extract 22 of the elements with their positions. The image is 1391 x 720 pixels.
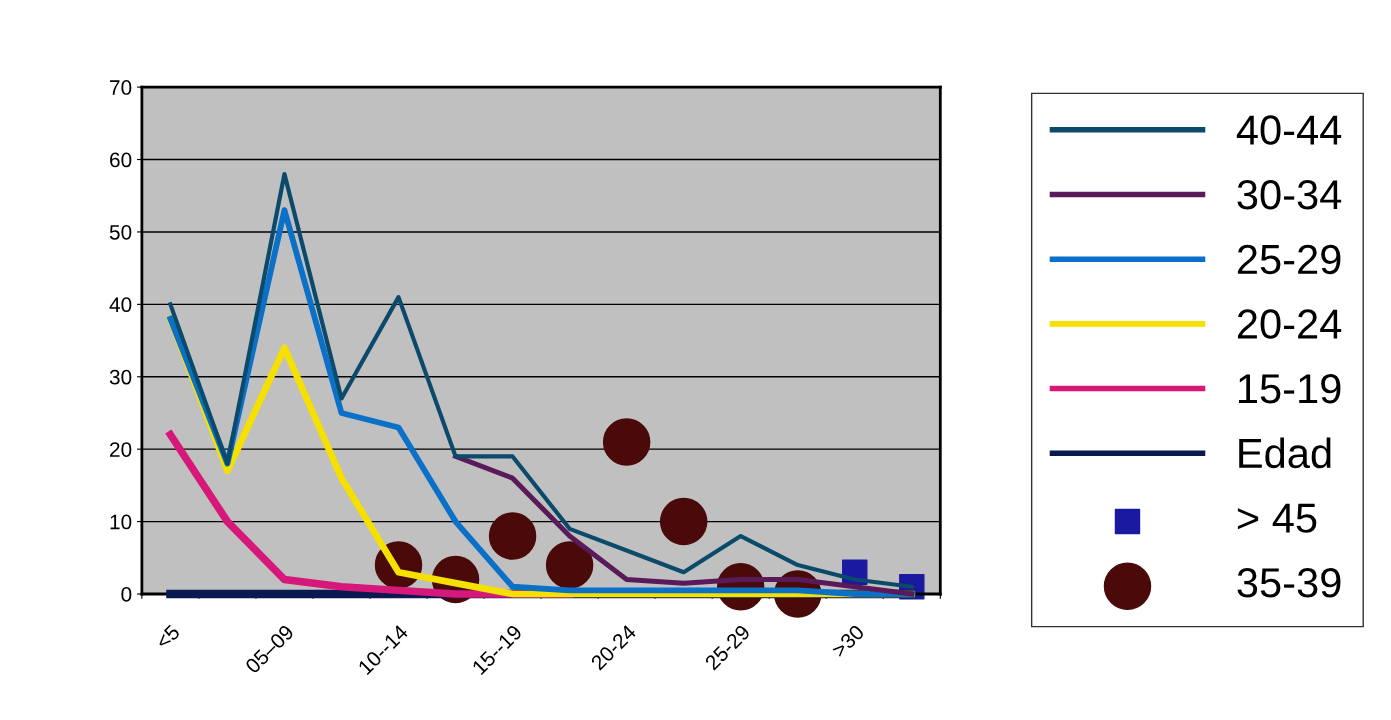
legend-label: > 45 <box>1237 503 1317 533</box>
point <box>602 418 651 466</box>
legend-label: 25-29 <box>1237 244 1341 275</box>
legend-label: 35-39 <box>1237 568 1341 598</box>
legend-label: Edad <box>1239 437 1331 469</box>
point <box>545 541 594 589</box>
legend-label: 20-24 <box>1237 309 1342 339</box>
y-tick-label: 0 <box>121 587 132 602</box>
y-tick-label: 40 <box>109 297 132 313</box>
y-tick-label: 10 <box>110 514 132 530</box>
y-tick-label: 70 <box>110 80 132 95</box>
point <box>488 512 537 560</box>
legend-label: 15-19 <box>1239 374 1341 404</box>
y-tick-label: 20 <box>110 442 132 457</box>
legend-label: 30-34 <box>1237 179 1342 210</box>
x-tick-label: <5 <box>154 624 181 650</box>
y-tick-label: 30 <box>109 369 132 385</box>
legend-label: 40-44 <box>1236 115 1342 145</box>
x-tick-label: >30 <box>830 623 866 659</box>
point <box>659 497 708 546</box>
y-tick-label: 50 <box>109 224 132 240</box>
y-tick-label: 60 <box>110 152 132 168</box>
